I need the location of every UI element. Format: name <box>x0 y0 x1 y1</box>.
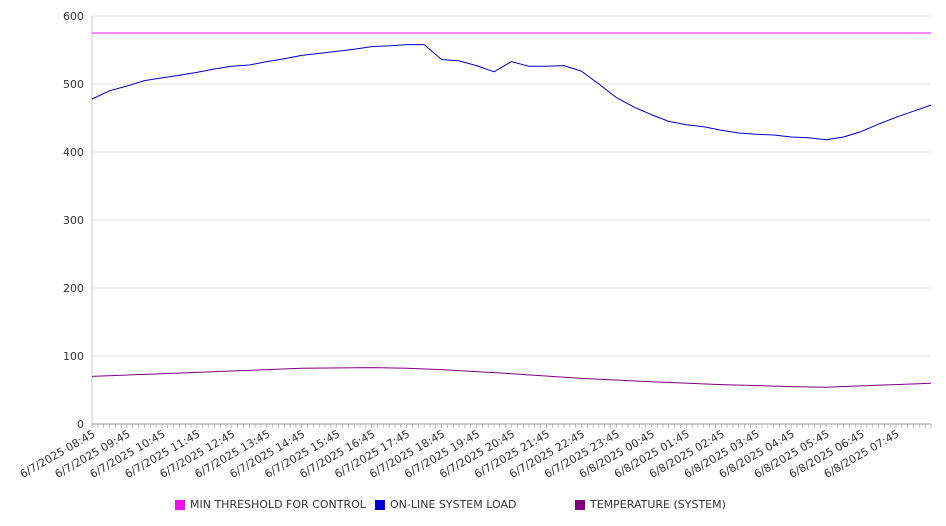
y-tick-label: 400 <box>63 146 84 159</box>
legend-swatch-system-load <box>375 499 385 510</box>
y-tick-label: 600 <box>63 10 84 23</box>
legend-label-temperature: TEMPERATURE (SYSTEM) <box>590 498 726 511</box>
axes <box>91 16 932 428</box>
series-line-1 <box>91 44 932 141</box>
legend-item-system-load[interactable]: ON-LINE SYSTEM LOAD <box>375 498 516 511</box>
legend-swatch-min-threshold <box>175 499 185 510</box>
legend-item-min-threshold[interactable]: MIN THRESHOLD FOR CONTROL <box>175 498 366 511</box>
legend-swatch-temperature <box>575 499 585 510</box>
y-tick-label: 0 <box>77 418 84 431</box>
series-line-2 <box>91 367 932 388</box>
y-tick-label: 200 <box>63 282 84 295</box>
legend-label-min-threshold: MIN THRESHOLD FOR CONTROL <box>190 498 366 511</box>
gridlines <box>92 15 931 357</box>
y-axis-ticks: 0 100 200 300 400 500 600 <box>63 10 84 431</box>
series-lines <box>91 32 932 388</box>
x-axis-ticks: 6/7/2025 08:456/7/2025 09:456/7/2025 10:… <box>18 427 902 481</box>
y-tick-label: 100 <box>63 350 84 363</box>
legend-label-system-load: ON-LINE SYSTEM LOAD <box>390 498 517 511</box>
y-tick-label: 300 <box>63 214 84 227</box>
y-tick-label: 500 <box>63 78 84 91</box>
legend-item-temperature[interactable]: TEMPERATURE (SYSTEM) <box>575 498 726 511</box>
legend: MIN THRESHOLD FOR CONTROL ON-LINE SYSTEM… <box>0 498 946 514</box>
